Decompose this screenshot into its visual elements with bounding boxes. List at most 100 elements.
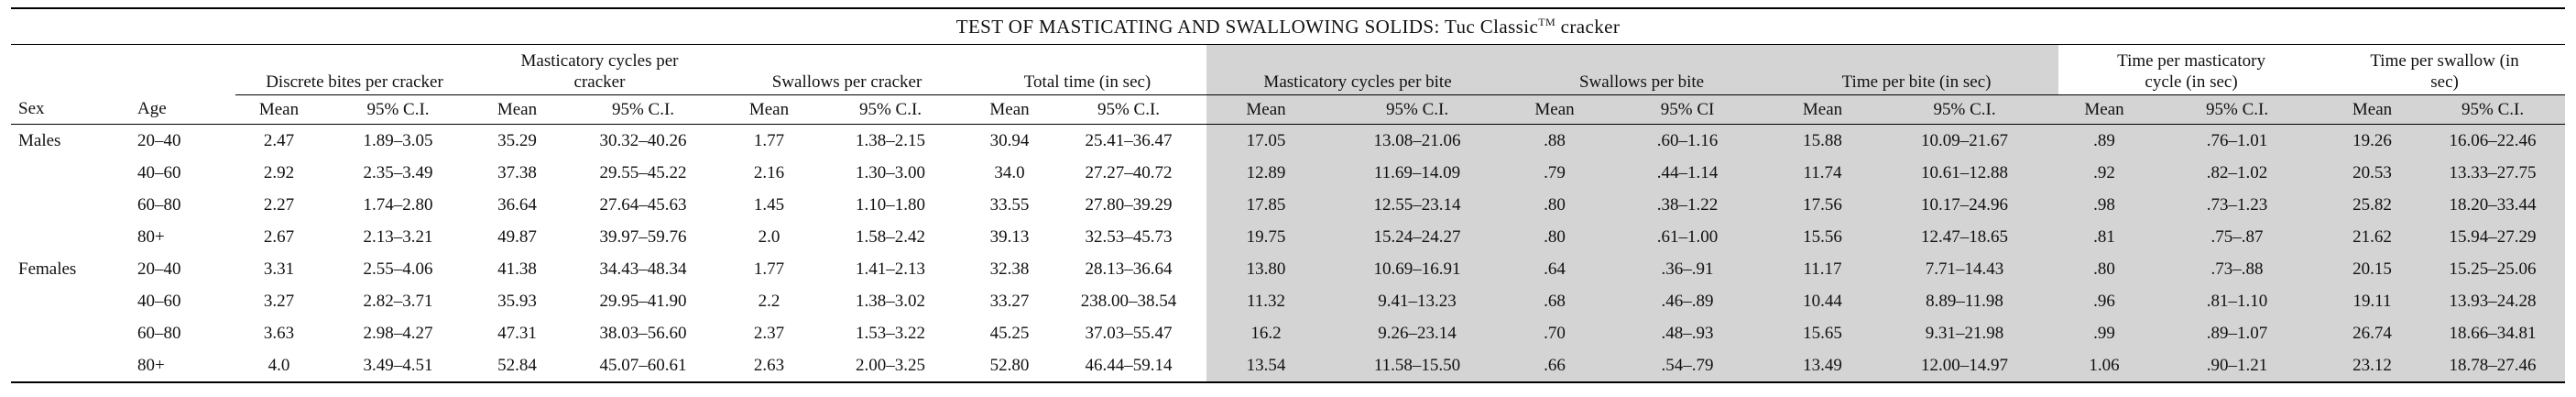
- mean-value-cell: 41.38: [497, 259, 537, 279]
- ci-value-cell: 1.30–3.00: [856, 162, 925, 182]
- ci-value-cell: 29.55–45.22: [599, 162, 687, 182]
- table-body: Males 20–40 2.47 1.89–3.05 35.29 30.32–40.26 1…: [11, 124, 2566, 382]
- ci-value-cell: .89–1.07: [2150, 317, 2325, 349]
- mean-value-cell: 19.11: [2324, 285, 2421, 317]
- ci-value-cell: .38–1.22: [1600, 189, 1775, 221]
- ci-value-cell: 1.89–3.05: [363, 130, 433, 150]
- ci-value-cell: 1.74–2.80: [363, 194, 433, 215]
- group-header-label: Time per masticatory cycle (in sec): [2117, 51, 2265, 92]
- ci-value-cell: .81–1.10: [2150, 285, 2325, 317]
- ci-value-cell: 28.13–36.64: [1085, 259, 1173, 279]
- mean-value-cell: .80: [1509, 189, 1601, 221]
- group-header-swallows-per-bite: Swallows per bite: [1509, 44, 1775, 95]
- mean-value-cell: .66: [1509, 349, 1601, 382]
- mean-value-cell: 20.15: [2324, 253, 2421, 285]
- mean-value-cell: .80: [1509, 221, 1601, 253]
- mean-value-cell: 39.13: [989, 226, 1030, 247]
- mean-value-cell: 52.80: [989, 355, 1030, 375]
- mean-value-cell: 32.38: [989, 259, 1030, 279]
- mean-value-cell: .88: [1509, 124, 1601, 157]
- group-header-label: Time per swallow (in sec): [2370, 51, 2519, 92]
- table-row: Males 20–40 2.47 1.89–3.05 35.29 30.32–40.26 1…: [11, 124, 2566, 157]
- mean-value-cell: 45.25: [989, 323, 1030, 343]
- age-column-header: Age: [130, 94, 235, 125]
- ci-value-cell: 9.41–13.23: [1326, 285, 1510, 317]
- ci-value-cell: 1.41–2.13: [856, 259, 925, 279]
- mean-value-cell: 15.65: [1774, 317, 1872, 349]
- mean-value-cell: 10.44: [1774, 285, 1872, 317]
- mean-value-cell: .98: [2058, 189, 2151, 221]
- mean-value-cell: 11.32: [1206, 285, 1326, 317]
- mean-value-cell: 17.05: [1206, 124, 1326, 157]
- mean-value-cell: 19.75: [1206, 221, 1326, 253]
- mean-value-cell: 2.37: [753, 323, 785, 343]
- ci-value-cell: .82–1.02: [2150, 157, 2325, 189]
- ci-value-cell: 32.53–45.73: [1085, 226, 1173, 247]
- ci-header: 95% C.I.: [1326, 94, 1510, 125]
- ci-value-cell: 2.82–3.71: [363, 291, 433, 311]
- group-header-masticatory-cycles-per-bite: Masticatory cycles per bite: [1206, 44, 1510, 95]
- group-header-label: Swallows per bite: [1578, 72, 1705, 92]
- sex-column-header: Sex: [11, 94, 130, 125]
- ci-value-cell: 27.80–39.29: [1085, 194, 1173, 215]
- mean-value-cell: 3.63: [263, 323, 295, 343]
- ci-value-cell: 238.00–38.54: [1080, 291, 1177, 311]
- ci-value-cell: .90–1.21: [2150, 349, 2325, 382]
- mean-value-cell: 35.93: [497, 291, 537, 311]
- age-cell: 80+: [137, 355, 165, 375]
- ci-value-cell: .73–.88: [2150, 253, 2325, 285]
- ci-header: 95% C.I.: [1051, 94, 1207, 125]
- ci-value-cell: 18.20–33.44: [2420, 189, 2566, 221]
- mean-value-cell: 11.17: [1774, 253, 1872, 285]
- ci-header: 95% C.I.: [2150, 94, 2325, 125]
- sex-cell: [11, 221, 130, 253]
- table-row: 60–80 3.63 2.98–4.27 47.31 38.03–56.60 2.37 1.…: [11, 317, 2566, 349]
- ci-value-cell: 13.33–27.75: [2420, 157, 2566, 189]
- mean-value-cell: .64: [1509, 253, 1601, 285]
- ci-value-cell: 13.93–24.28: [2420, 285, 2566, 317]
- sex-cell: [11, 157, 130, 189]
- ci-value-cell: 38.03–56.60: [599, 323, 687, 343]
- ci-value-cell: 30.32–40.26: [599, 130, 687, 150]
- subheader-row: Sex Age Mean 95% C.I. Mean 95% C.I. Mean…: [11, 94, 2566, 125]
- mean-value-cell: 2.27: [263, 194, 295, 215]
- group-header-label: Total time (in sec): [1023, 72, 1152, 92]
- ci-value-cell: 8.89–11.98: [1871, 285, 2059, 317]
- group-header-label: Masticatory cycles per bite: [1263, 72, 1452, 92]
- mean-value-cell: 2.47: [263, 130, 295, 150]
- ci-value-cell: 11.69–14.09: [1326, 157, 1510, 189]
- ci-value-cell: 34.43–48.34: [599, 259, 687, 279]
- mean-value-cell: 12.89: [1206, 157, 1326, 189]
- mean-value-cell: .80: [2058, 253, 2151, 285]
- group-header-discrete-bites: Discrete bites per cracker: [235, 44, 474, 95]
- ci-value-cell: 2.13–3.21: [363, 226, 433, 247]
- paper-page: TEST OF MASTICATING AND SWALLOWING SOLID…: [11, 7, 2566, 383]
- age-cell: 80+: [137, 226, 165, 247]
- ci-value-cell: 10.69–16.91: [1326, 253, 1510, 285]
- ci-value-cell: 27.64–45.63: [599, 194, 687, 215]
- ci-value-cell: 46.44–59.14: [1085, 355, 1173, 375]
- ci-value-cell: 2.98–4.27: [363, 323, 433, 343]
- mean-value-cell: 16.2: [1206, 317, 1326, 349]
- ci-value-cell: 15.94–27.29: [2420, 221, 2566, 253]
- ci-value-cell: 39.97–59.76: [599, 226, 687, 247]
- mean-value-cell: 15.88: [1774, 124, 1872, 157]
- mean-value-cell: 1.45: [753, 194, 785, 215]
- ci-value-cell: 25.41–36.47: [1085, 130, 1173, 150]
- mean-value-cell: 26.74: [2324, 317, 2421, 349]
- ci-value-cell: .36–.91: [1600, 253, 1775, 285]
- age-cell: 60–80: [137, 194, 181, 215]
- ci-value-cell: .54–.79: [1600, 349, 1775, 382]
- mean-value-cell: 52.84: [497, 355, 537, 375]
- ci-value-cell: 11.58–15.50: [1326, 349, 1510, 382]
- mean-value-cell: .68: [1509, 285, 1601, 317]
- mean-header: Mean: [1509, 94, 1601, 125]
- ci-header: 95% CI: [1600, 94, 1775, 125]
- mean-value-cell: 1.06: [2058, 349, 2151, 382]
- ci-value-cell: 10.61–12.88: [1871, 157, 2059, 189]
- age-cell: 20–40: [137, 130, 181, 150]
- mean-value-cell: 2.16: [753, 162, 785, 182]
- ci-value-cell: 10.17–24.96: [1871, 189, 2059, 221]
- mean-header: Mean: [2324, 94, 2421, 125]
- ci-value-cell: .76–1.01: [2150, 124, 2325, 157]
